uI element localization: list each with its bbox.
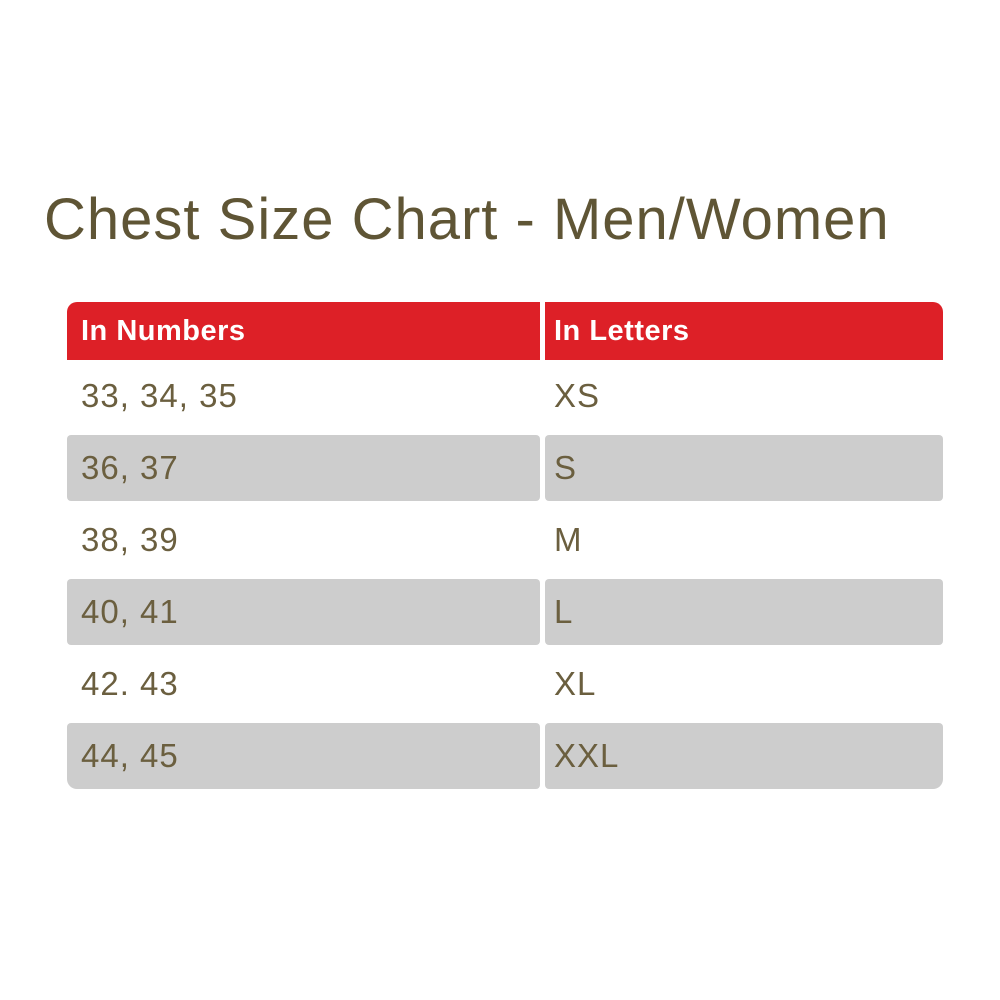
table-row: 44, 45 XXL (67, 720, 943, 792)
column-divider (540, 302, 545, 360)
cell-letters: M (554, 521, 583, 558)
column-divider (540, 723, 545, 789)
table-row: 33, 34, 35 XS (67, 360, 943, 432)
page-title: Chest Size Chart - Men/Women (44, 187, 890, 252)
cell-letters: XS (554, 377, 601, 414)
cell-numbers: 44, 45 (67, 723, 540, 789)
column-divider (540, 507, 545, 573)
table-row: 36, 37 S (67, 432, 943, 504)
cell-numbers: 40, 41 (67, 579, 540, 645)
cell-numbers: 38, 39 (81, 521, 179, 558)
cell-letters: S (545, 435, 943, 501)
table-row: 40, 41 L (67, 576, 943, 648)
table-header-row: In Numbers In Letters (67, 302, 943, 360)
cell-numbers: 36, 37 (67, 435, 540, 501)
column-header-in-letters: In Letters (545, 302, 943, 360)
cell-numbers: 33, 34, 35 (81, 377, 238, 414)
size-chart-table: In Numbers In Letters 33, 34, 35 XS 36, … (67, 302, 943, 792)
column-divider (540, 579, 545, 645)
column-divider (540, 651, 545, 717)
column-divider (540, 363, 545, 429)
cell-numbers: 42. 43 (81, 665, 179, 702)
cell-letters: XL (554, 665, 597, 702)
column-header-in-numbers: In Numbers (67, 302, 540, 360)
cell-letters: XXL (545, 723, 943, 789)
cell-letters: L (545, 579, 943, 645)
table-row: 38, 39 M (67, 504, 943, 576)
table-row: 42. 43 XL (67, 648, 943, 720)
column-divider (540, 435, 545, 501)
